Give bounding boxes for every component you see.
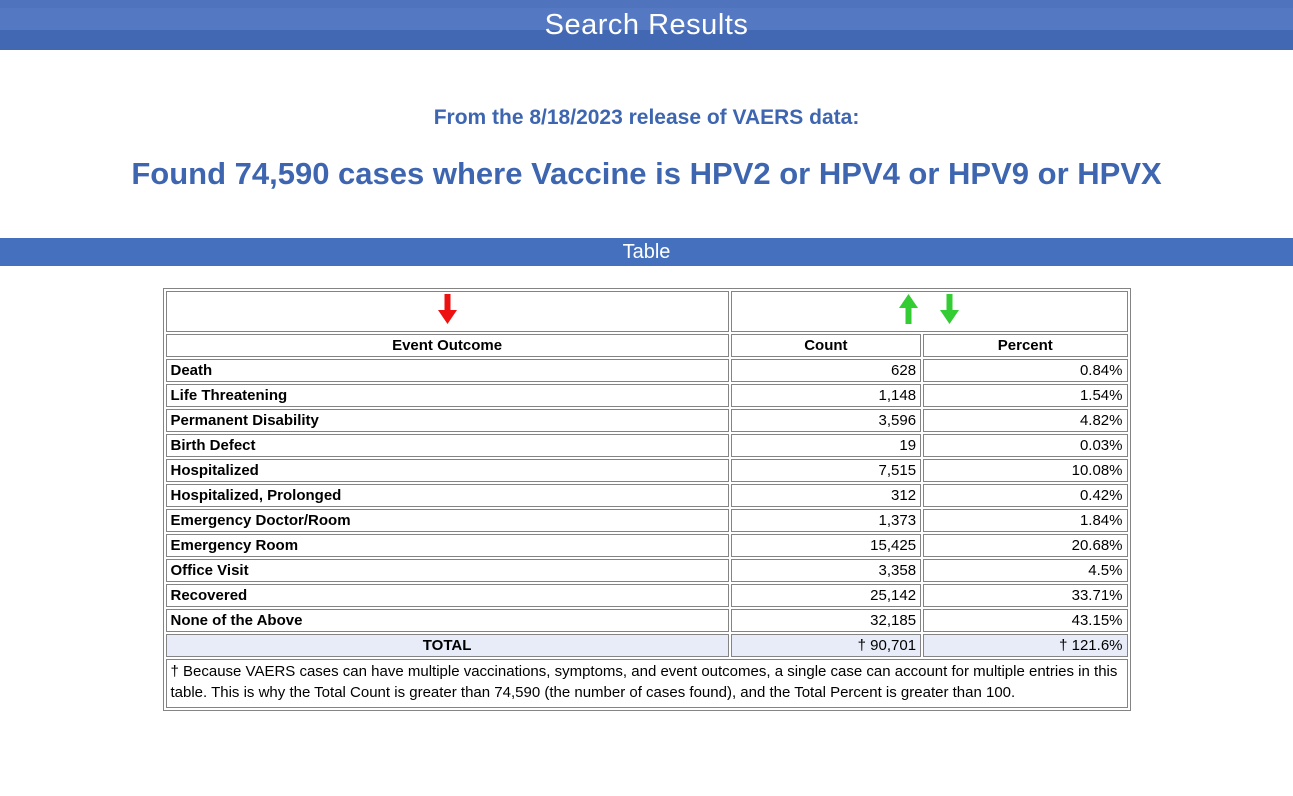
percent-value: 10.08% — [923, 459, 1128, 482]
results-headline: Found 74,590 cases where Vaccine is HPV2… — [131, 156, 1162, 191]
table-row: Permanent Disability 3,596 4.82% — [165, 409, 1128, 432]
table-row: Birth Defect 19 0.03% — [165, 434, 1128, 457]
outcome-label: None of the Above — [165, 609, 729, 632]
table-row: Life Threatening 1,148 1.54% — [165, 384, 1128, 407]
column-header-percent: Percent — [923, 334, 1128, 357]
count-value: 3,358 — [730, 559, 922, 582]
count-value: 7,515 — [730, 459, 922, 482]
outcome-label: Recovered — [165, 584, 729, 607]
percent-value: 1.84% — [923, 509, 1128, 532]
total-count-value: † 90,701 — [730, 634, 922, 657]
table-section-bar: Table — [0, 238, 1293, 266]
percent-value: 4.82% — [923, 409, 1128, 432]
outcome-label: Emergency Room — [165, 534, 729, 557]
sort-value-ascending-icon[interactable] — [898, 294, 919, 325]
count-value: 15,425 — [730, 534, 922, 557]
total-percent-value: † 121.6% — [923, 634, 1128, 657]
percent-value: 1.54% — [923, 384, 1128, 407]
results-table: Event Outcome Count Percent Death 628 0.… — [162, 288, 1131, 712]
table-row: Hospitalized, Prolonged 312 0.42% — [165, 484, 1128, 507]
percent-value: 33.71% — [923, 584, 1128, 607]
percent-value: 0.84% — [923, 359, 1128, 382]
release-line: From the 8/18/2023 release of VAERS data… — [433, 106, 860, 129]
outcome-label: Death — [165, 359, 729, 382]
results-table-container: Event Outcome Count Percent Death 628 0.… — [0, 288, 1293, 712]
value-sort-cell — [730, 291, 1128, 332]
column-header-event-outcome: Event Outcome — [165, 334, 729, 357]
outcome-label: Birth Defect — [165, 434, 729, 457]
count-value: 1,148 — [730, 384, 922, 407]
page-title: Search Results — [544, 8, 749, 41]
percent-value: 0.42% — [923, 484, 1128, 507]
percent-value: 43.15% — [923, 609, 1128, 632]
table-row: Emergency Doctor/Room 1,373 1.84% — [165, 509, 1128, 532]
table-row: Recovered 25,142 33.71% — [165, 584, 1128, 607]
table-row: Emergency Room 15,425 20.68% — [165, 534, 1128, 557]
table-footnote: † Because VAERS cases can have multiple … — [165, 659, 1128, 709]
column-header-count: Count — [730, 334, 922, 357]
sort-value-descending-icon[interactable] — [939, 294, 960, 325]
total-label: TOTAL — [165, 634, 729, 657]
outcome-sort-cell — [165, 291, 729, 332]
count-value: 32,185 — [730, 609, 922, 632]
percent-value: 20.68% — [923, 534, 1128, 557]
count-value: 312 — [730, 484, 922, 507]
sort-controls-row — [165, 291, 1128, 332]
count-value: 1,373 — [730, 509, 922, 532]
table-row: Hospitalized 7,515 10.08% — [165, 459, 1128, 482]
count-value: 25,142 — [730, 584, 922, 607]
count-value: 628 — [730, 359, 922, 382]
outcome-label: Office Visit — [165, 559, 729, 582]
outcome-label: Hospitalized — [165, 459, 729, 482]
percent-value: 4.5% — [923, 559, 1128, 582]
table-row: Office Visit 3,358 4.5% — [165, 559, 1128, 582]
table-section-title: Table — [622, 240, 671, 263]
count-value: 3,596 — [730, 409, 922, 432]
outcome-label: Life Threatening — [165, 384, 729, 407]
table-footnote-row: † Because VAERS cases can have multiple … — [165, 659, 1128, 709]
sort-outcome-descending-icon[interactable] — [437, 294, 458, 325]
outcome-label: Emergency Doctor/Room — [165, 509, 729, 532]
outcome-label: Hospitalized, Prolonged — [165, 484, 729, 507]
table-row: None of the Above 32,185 43.15% — [165, 609, 1128, 632]
table-header-row: Event Outcome Count Percent — [165, 334, 1128, 357]
page-title-bar: Search Results — [0, 0, 1293, 50]
percent-value: 0.03% — [923, 434, 1128, 457]
outcome-label: Permanent Disability — [165, 409, 729, 432]
table-total-row: TOTAL † 90,701 † 121.6% — [165, 634, 1128, 657]
table-row: Death 628 0.84% — [165, 359, 1128, 382]
count-value: 19 — [730, 434, 922, 457]
